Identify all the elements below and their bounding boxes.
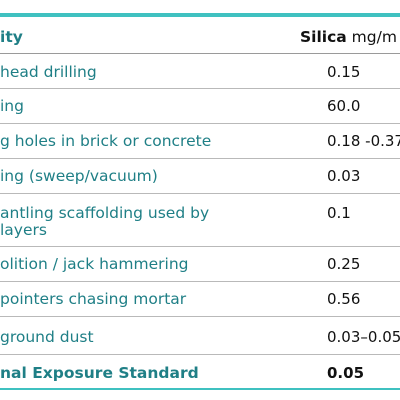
silica-value-cell: 0.25 [327, 255, 361, 273]
exposure-standard-label: nal Exposure Standard [0, 364, 199, 382]
silica-value-cell: 0.03–0.05 [327, 328, 400, 346]
table-row: g holes in brick or concrete 0.18 -0.37 [0, 124, 400, 159]
activity-cell: ing [0, 97, 24, 115]
accent-rule [0, 13, 400, 17]
table-row: ing (sweep/vacuum) 0.03 [0, 159, 400, 194]
exposure-standard-row: nal Exposure Standard 0.05 [0, 355, 400, 390]
activity-cell-line1: antling scaffolding used by [0, 204, 210, 222]
silica-value-cell: 0.56 [327, 290, 361, 308]
activity-cell: g holes in brick or concrete [0, 132, 212, 150]
activity-cell: head drilling [0, 63, 97, 81]
table-row: ground dust 0.03–0.05 [0, 317, 400, 355]
table-row: ing 60.0 [0, 89, 400, 124]
silica-header-unit: mg/m [346, 28, 397, 46]
activity-cell: ing (sweep/vacuum) [0, 167, 158, 185]
silica-header-label: Silica [300, 28, 347, 46]
activity-cell: pointers chasing mortar [0, 290, 187, 308]
table-header-row: ity Silica mg/m [0, 19, 400, 54]
silica-value-cell: 0.1 [327, 204, 351, 222]
activity-cell: olition / jack hammering [0, 255, 189, 273]
activity-cell-line2: layers [0, 221, 47, 239]
activity-column-header: ity [0, 28, 23, 46]
table-row: olition / jack hammering 0.25 [0, 247, 400, 282]
silica-value-cell: 0.18 -0.37 [327, 132, 400, 150]
silica-value-cell: 0.15 [327, 63, 361, 81]
silica-value-cell: 0.03 [327, 167, 361, 185]
silica-column-header: Silica mg/m [300, 27, 397, 47]
table-row: head drilling 0.15 [0, 54, 400, 89]
activity-cell: ground dust [0, 328, 94, 346]
table-row: antling scaffolding used by layers 0.1 [0, 194, 400, 247]
table-row: pointers chasing mortar 0.56 [0, 282, 400, 317]
exposure-standard-value: 0.05 [327, 364, 365, 382]
silica-value-cell: 60.0 [327, 97, 361, 115]
